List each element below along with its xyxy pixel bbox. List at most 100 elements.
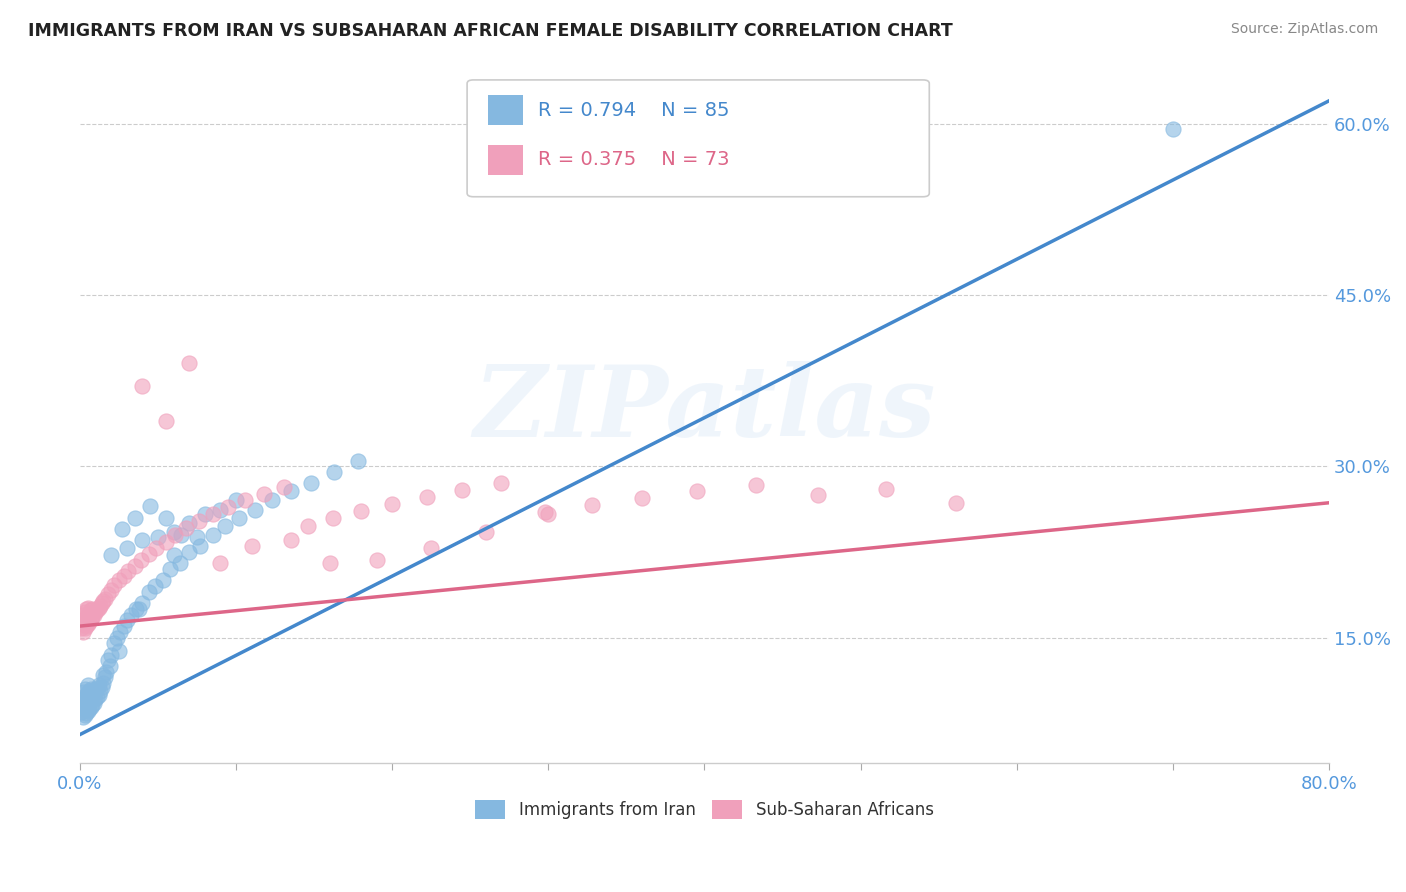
Point xyxy=(131,533,153,548)
Point xyxy=(155,534,177,549)
Point xyxy=(91,594,114,608)
Point xyxy=(73,621,96,635)
Point xyxy=(76,600,98,615)
Text: ZIPatlas: ZIPatlas xyxy=(474,361,935,458)
Point xyxy=(100,582,122,597)
Point xyxy=(87,678,110,692)
Point xyxy=(145,541,167,556)
Point xyxy=(451,483,474,498)
Point xyxy=(75,688,97,702)
Point xyxy=(98,659,121,673)
Point xyxy=(82,610,104,624)
Point xyxy=(179,516,201,531)
Point xyxy=(86,690,108,704)
Point xyxy=(80,700,103,714)
Point xyxy=(297,518,319,533)
Point xyxy=(165,527,187,541)
Point xyxy=(475,525,498,540)
Point xyxy=(366,553,388,567)
Point xyxy=(209,556,232,570)
Point xyxy=(87,600,110,615)
Point xyxy=(170,527,193,541)
Point xyxy=(77,702,100,716)
Point xyxy=(76,608,98,623)
Point xyxy=(76,616,98,631)
Point xyxy=(89,684,111,698)
Text: Source: ZipAtlas.com: Source: ZipAtlas.com xyxy=(1230,22,1378,37)
Point xyxy=(745,477,768,491)
Point xyxy=(84,692,107,706)
Point xyxy=(70,705,93,719)
Point xyxy=(131,379,153,393)
Point xyxy=(420,541,443,556)
Point xyxy=(491,476,513,491)
Point xyxy=(143,579,166,593)
Point xyxy=(201,507,224,521)
Point xyxy=(73,606,96,620)
Point xyxy=(169,556,191,570)
Point xyxy=(97,587,120,601)
Point xyxy=(322,510,344,524)
Point xyxy=(415,490,437,504)
Point xyxy=(82,602,104,616)
Point xyxy=(187,514,209,528)
Point xyxy=(72,607,94,622)
Point xyxy=(138,547,160,561)
Point xyxy=(70,614,93,628)
Point xyxy=(83,607,105,622)
Point xyxy=(138,584,160,599)
Point xyxy=(97,653,120,667)
Point xyxy=(73,614,96,628)
Point xyxy=(80,603,103,617)
Point xyxy=(162,525,184,540)
Point xyxy=(77,693,100,707)
Point xyxy=(117,564,139,578)
Point xyxy=(174,521,197,535)
Text: R = 0.375    N = 73: R = 0.375 N = 73 xyxy=(538,151,730,169)
Point xyxy=(80,612,103,626)
Point xyxy=(83,696,105,710)
Point xyxy=(73,699,96,714)
Point xyxy=(82,689,104,703)
Point xyxy=(75,602,97,616)
Point xyxy=(228,510,250,524)
Point xyxy=(70,696,93,710)
Point xyxy=(299,476,322,491)
Text: R = 0.794    N = 85: R = 0.794 N = 85 xyxy=(538,101,730,120)
Point xyxy=(112,619,135,633)
Text: IMMIGRANTS FROM IRAN VS SUBSAHARAN AFRICAN FEMALE DISABILITY CORRELATION CHART: IMMIGRANTS FROM IRAN VS SUBSAHARAN AFRIC… xyxy=(28,22,953,40)
Point xyxy=(318,556,340,570)
Point xyxy=(73,681,96,696)
Point xyxy=(91,676,114,690)
Point xyxy=(124,510,146,524)
Point xyxy=(188,539,211,553)
Legend: Immigrants from Iran, Sub-Saharan Africans: Immigrants from Iran, Sub-Saharan Africa… xyxy=(468,793,941,826)
Bar xyxy=(488,95,523,125)
Point xyxy=(83,686,105,700)
Point xyxy=(1161,122,1184,136)
Point xyxy=(108,574,131,588)
Point xyxy=(90,596,112,610)
Point xyxy=(125,602,148,616)
Point xyxy=(945,496,967,510)
Point xyxy=(120,607,142,622)
Point xyxy=(76,704,98,718)
Point xyxy=(87,688,110,702)
Bar xyxy=(488,145,523,175)
Point xyxy=(273,480,295,494)
Point xyxy=(111,522,134,536)
Point xyxy=(350,504,373,518)
Point xyxy=(76,694,98,708)
Point xyxy=(186,530,208,544)
Point xyxy=(75,706,97,720)
Point xyxy=(534,505,557,519)
Point xyxy=(70,621,93,635)
Point xyxy=(94,671,117,685)
Point xyxy=(115,541,138,556)
Point xyxy=(243,502,266,516)
Point xyxy=(240,539,263,553)
Point xyxy=(84,606,107,620)
Point xyxy=(94,591,117,606)
Point xyxy=(75,619,97,633)
Point xyxy=(75,611,97,625)
